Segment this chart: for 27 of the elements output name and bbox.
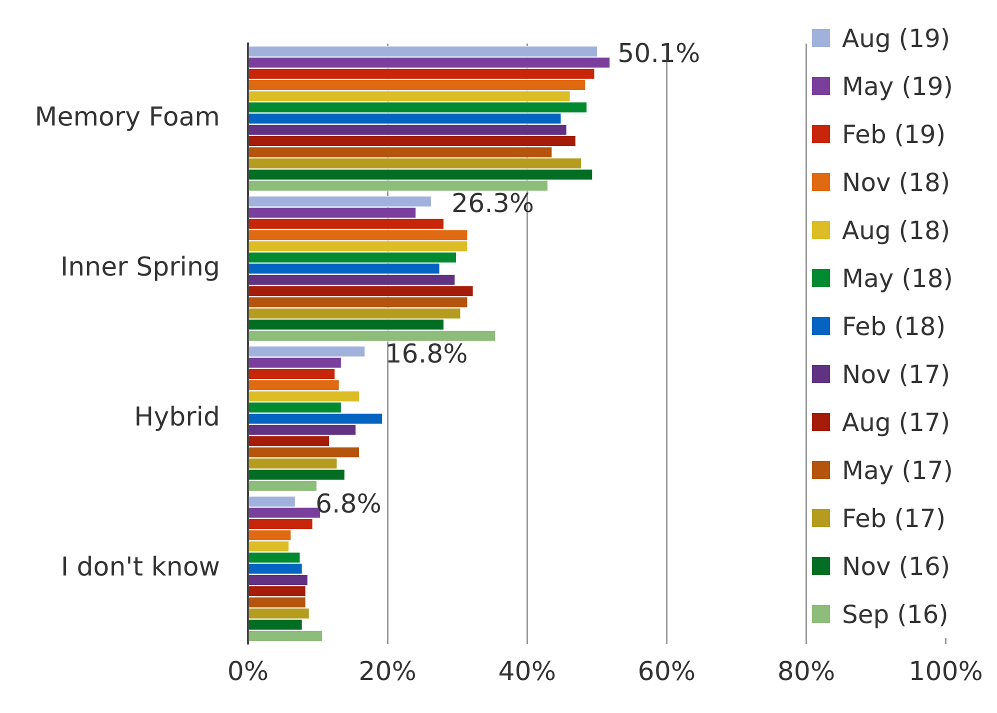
legend-label: May (18): [842, 264, 953, 292]
x-tick-label: 80%: [777, 657, 836, 688]
legend-label: Nov (16): [842, 552, 950, 580]
legend-label: Aug (18): [842, 216, 950, 244]
data-label: 26.3%: [452, 189, 534, 220]
x-tick-label: 20%: [358, 657, 416, 688]
x-tick-label: 40%: [498, 657, 556, 688]
y-tick-label: Memory Foam: [34, 102, 220, 132]
legend-label: Aug (19): [842, 24, 950, 52]
legend-label: May (17): [842, 456, 953, 484]
data-label: 50.1%: [618, 39, 700, 70]
legend-label: Feb (17): [842, 504, 946, 532]
data-label: 16.8%: [385, 339, 468, 370]
legend-label: Sep (16): [842, 600, 948, 628]
legend-label: Nov (18): [842, 168, 950, 196]
legend-label: Nov (17): [842, 360, 950, 388]
y-tick-label: I don't know: [60, 552, 220, 583]
legend-label: Aug (17): [842, 408, 950, 436]
x-tick-label: 60%: [638, 657, 696, 688]
x-tick-label: 0%: [227, 657, 269, 688]
data-label: 6.8%: [315, 489, 382, 520]
legend-label: Feb (18): [842, 312, 946, 340]
y-tick-label: Inner Spring: [60, 252, 220, 282]
x-tick-label: 100%: [908, 657, 984, 688]
legend-label: May (19): [842, 72, 953, 100]
y-tick-label: Hybrid: [134, 402, 220, 432]
legend-label: Feb (19): [842, 120, 946, 148]
